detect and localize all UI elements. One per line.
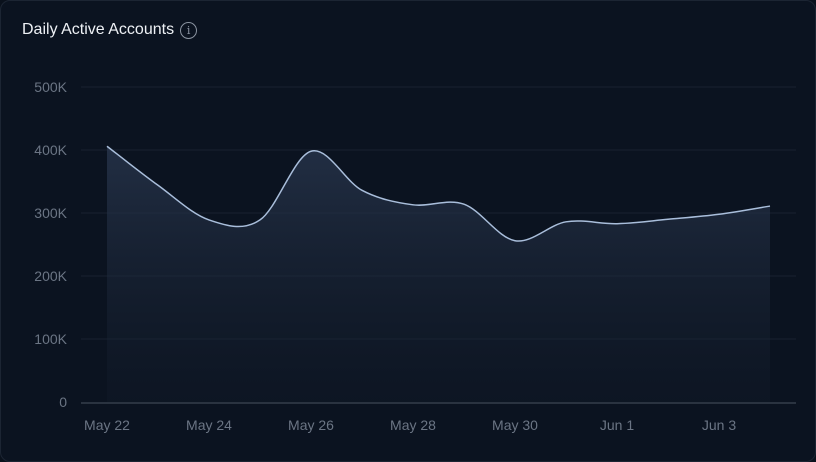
y-tick-label: 200K	[34, 268, 67, 284]
y-tick-label: 500K	[34, 79, 67, 95]
x-tick-label: Jun 1	[600, 417, 634, 433]
y-tick-label: 300K	[34, 205, 67, 221]
x-tick-label: May 26	[288, 417, 334, 433]
y-tick-label: 0	[59, 394, 67, 410]
area-fill	[107, 146, 770, 402]
chart-plot: 0 100K 200K 300K 400K 500K May 22 May 24 May 26 M…	[0, 0, 816, 448]
x-tick-label: May 24	[186, 417, 232, 433]
x-tick-label: May 30	[492, 417, 538, 433]
y-tick-label: 400K	[34, 142, 67, 158]
y-tick-label: 100K	[34, 331, 67, 347]
x-tick-label: Jun 3	[702, 417, 736, 433]
x-tick-label: May 22	[84, 417, 130, 433]
x-tick-label: May 28	[390, 417, 436, 433]
